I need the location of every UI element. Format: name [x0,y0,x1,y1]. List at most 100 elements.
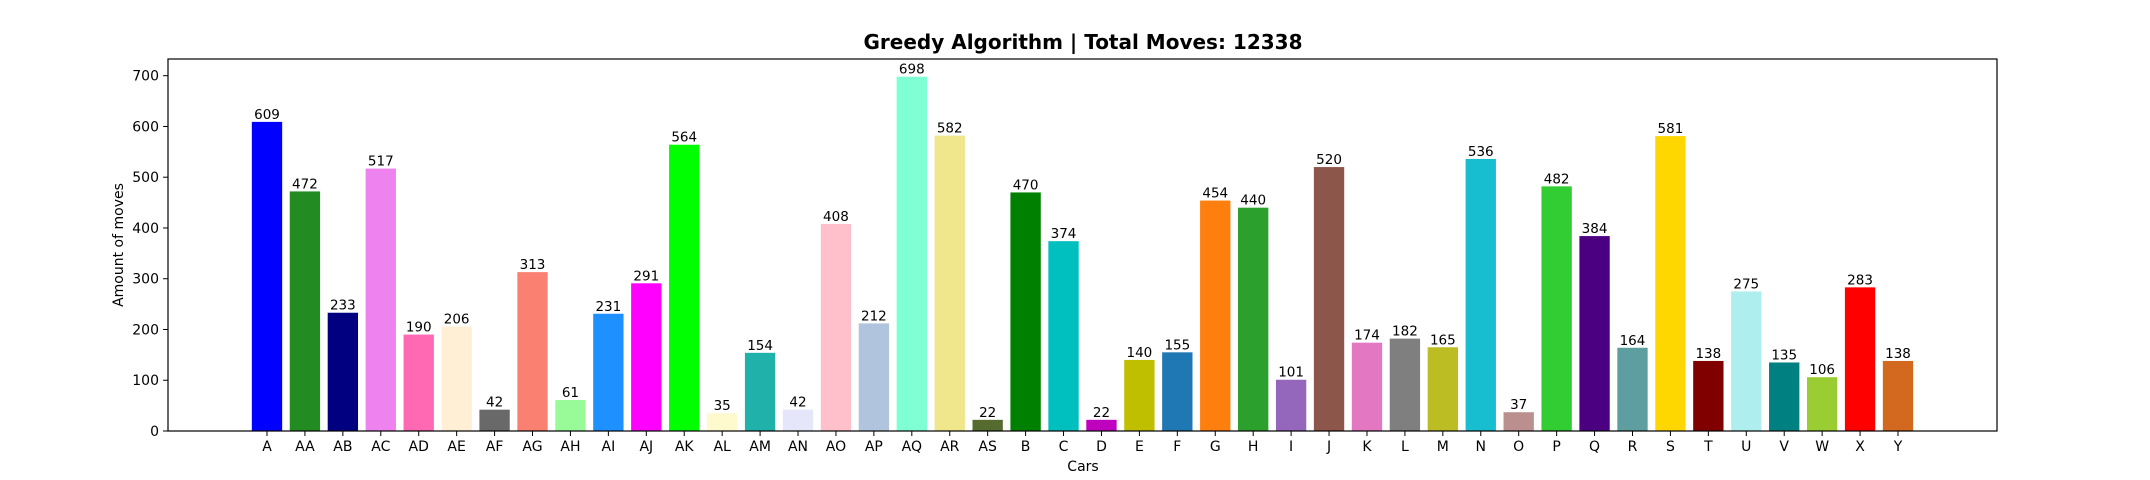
value-label-q: 384 [1582,221,1608,237]
value-label-ar: 582 [937,121,963,137]
bar-g [1200,200,1231,431]
x-tick-label-h: H [1248,439,1259,455]
bar-v [1769,362,1800,431]
value-label-ap: 212 [861,308,887,324]
bar-o [1503,412,1534,431]
x-tick-label-r: R [1628,439,1638,455]
value-label-e: 140 [1127,345,1153,361]
x-tick-label-p: P [1552,439,1560,455]
bar-aj [631,283,662,431]
x-tick-label-q: Q [1589,439,1600,455]
value-label-j: 520 [1316,152,1342,168]
x-tick-label-ah: AH [560,439,580,455]
value-label-aq: 698 [899,62,925,78]
plot-frame [167,58,1998,432]
value-label-al: 35 [714,398,731,414]
x-tick-label-v: V [1779,439,1789,455]
value-label-ae: 206 [444,311,470,327]
value-label-i: 101 [1278,365,1304,381]
value-label-p: 482 [1544,171,1570,187]
bar-ab [327,312,359,431]
x-axis-ticks: A AA AB AC AD AE AF AG AH AI AJ AK AL AM AN AO AP AQ AR AS B… [262,431,1903,455]
value-label-aa: 472 [292,176,318,192]
bar-ar [934,135,965,431]
value-label-u: 275 [1733,276,1759,292]
x-tick-label-i: I [1289,439,1293,455]
x-tick-label-ap: AP [865,439,883,455]
bar-ag [517,272,548,431]
bar-t [1693,360,1724,431]
value-label-c: 374 [1051,226,1077,242]
value-label-ag: 313 [520,257,546,273]
x-tick-label-af: AF [486,439,504,455]
bar-w [1806,377,1838,431]
x-tick-label-o: O [1513,439,1524,455]
bar-d [1086,419,1117,431]
bar-al [706,413,738,431]
bar-p [1541,186,1572,431]
bar-a [251,121,283,431]
bar-aa [289,191,321,431]
bar-as [972,419,1003,431]
bar-ac [365,168,396,431]
y-tick-label-300: 300 [132,272,159,288]
bar-an [782,409,814,431]
bar-aq [896,76,927,432]
value-label-ah: 61 [562,385,579,401]
bar-s [1655,136,1686,431]
value-label-m: 165 [1430,332,1456,348]
bar-af [479,409,510,431]
x-tick-label-al: AL [713,439,731,455]
x-tick-label-x: X [1855,439,1865,455]
x-tick-label-g: G [1210,439,1221,455]
bar-f [1162,352,1193,431]
value-label-y: 138 [1885,346,1911,362]
x-tick-label-t: T [1703,439,1713,455]
value-label-ak: 564 [671,130,697,146]
x-tick-label-e: E [1135,439,1144,455]
bar-m [1427,347,1459,431]
y-axis-ticks: 0 100 200 300 400 500 600 700 [132,69,168,440]
value-label-am: 154 [747,338,773,354]
x-tick-label-an: AN [788,439,808,455]
x-tick-label-b: B [1021,439,1031,455]
bar-ai [593,313,624,431]
value-label-t: 138 [1695,346,1721,362]
bar-ak [669,144,700,432]
x-tick-label-ad: AD [409,439,429,455]
bar-h [1238,207,1269,431]
bar-q [1579,236,1610,431]
bars-group [251,76,1914,432]
x-tick-label-y: Y [1893,439,1903,455]
value-label-a: 609 [254,107,280,123]
x-tick-label-aj: AJ [639,439,653,455]
bar-k [1351,342,1383,431]
x-tick-label-c: C [1059,439,1069,455]
x-tick-label-u: U [1741,439,1751,455]
x-tick-label-d: D [1096,439,1107,455]
x-tick-label-l: L [1401,439,1409,455]
y-tick-label-500: 500 [132,170,159,186]
bar-r [1617,347,1648,431]
y-tick-label-400: 400 [132,221,159,237]
x-tick-label-ao: AO [826,439,846,455]
value-label-d: 22 [1093,405,1110,421]
x-tick-label-j: J [1326,439,1331,455]
value-label-b: 470 [1013,177,1039,193]
bar-x [1844,287,1876,431]
value-label-af: 42 [486,395,503,411]
x-tick-label-a: A [262,439,272,455]
y-tick-label-700: 700 [132,69,159,85]
bar-ad [403,334,434,431]
value-label-f: 155 [1164,337,1190,353]
x-tick-label-s: S [1666,439,1675,455]
value-label-ai: 231 [595,299,621,315]
bar-j [1313,167,1345,431]
x-tick-label-ag: AG [522,439,542,455]
value-label-an: 42 [789,395,806,411]
x-tick-label-m: M [1437,439,1449,455]
x-tick-label-ar: AR [940,439,960,455]
value-label-h: 440 [1240,193,1266,209]
bar-i [1275,379,1307,431]
